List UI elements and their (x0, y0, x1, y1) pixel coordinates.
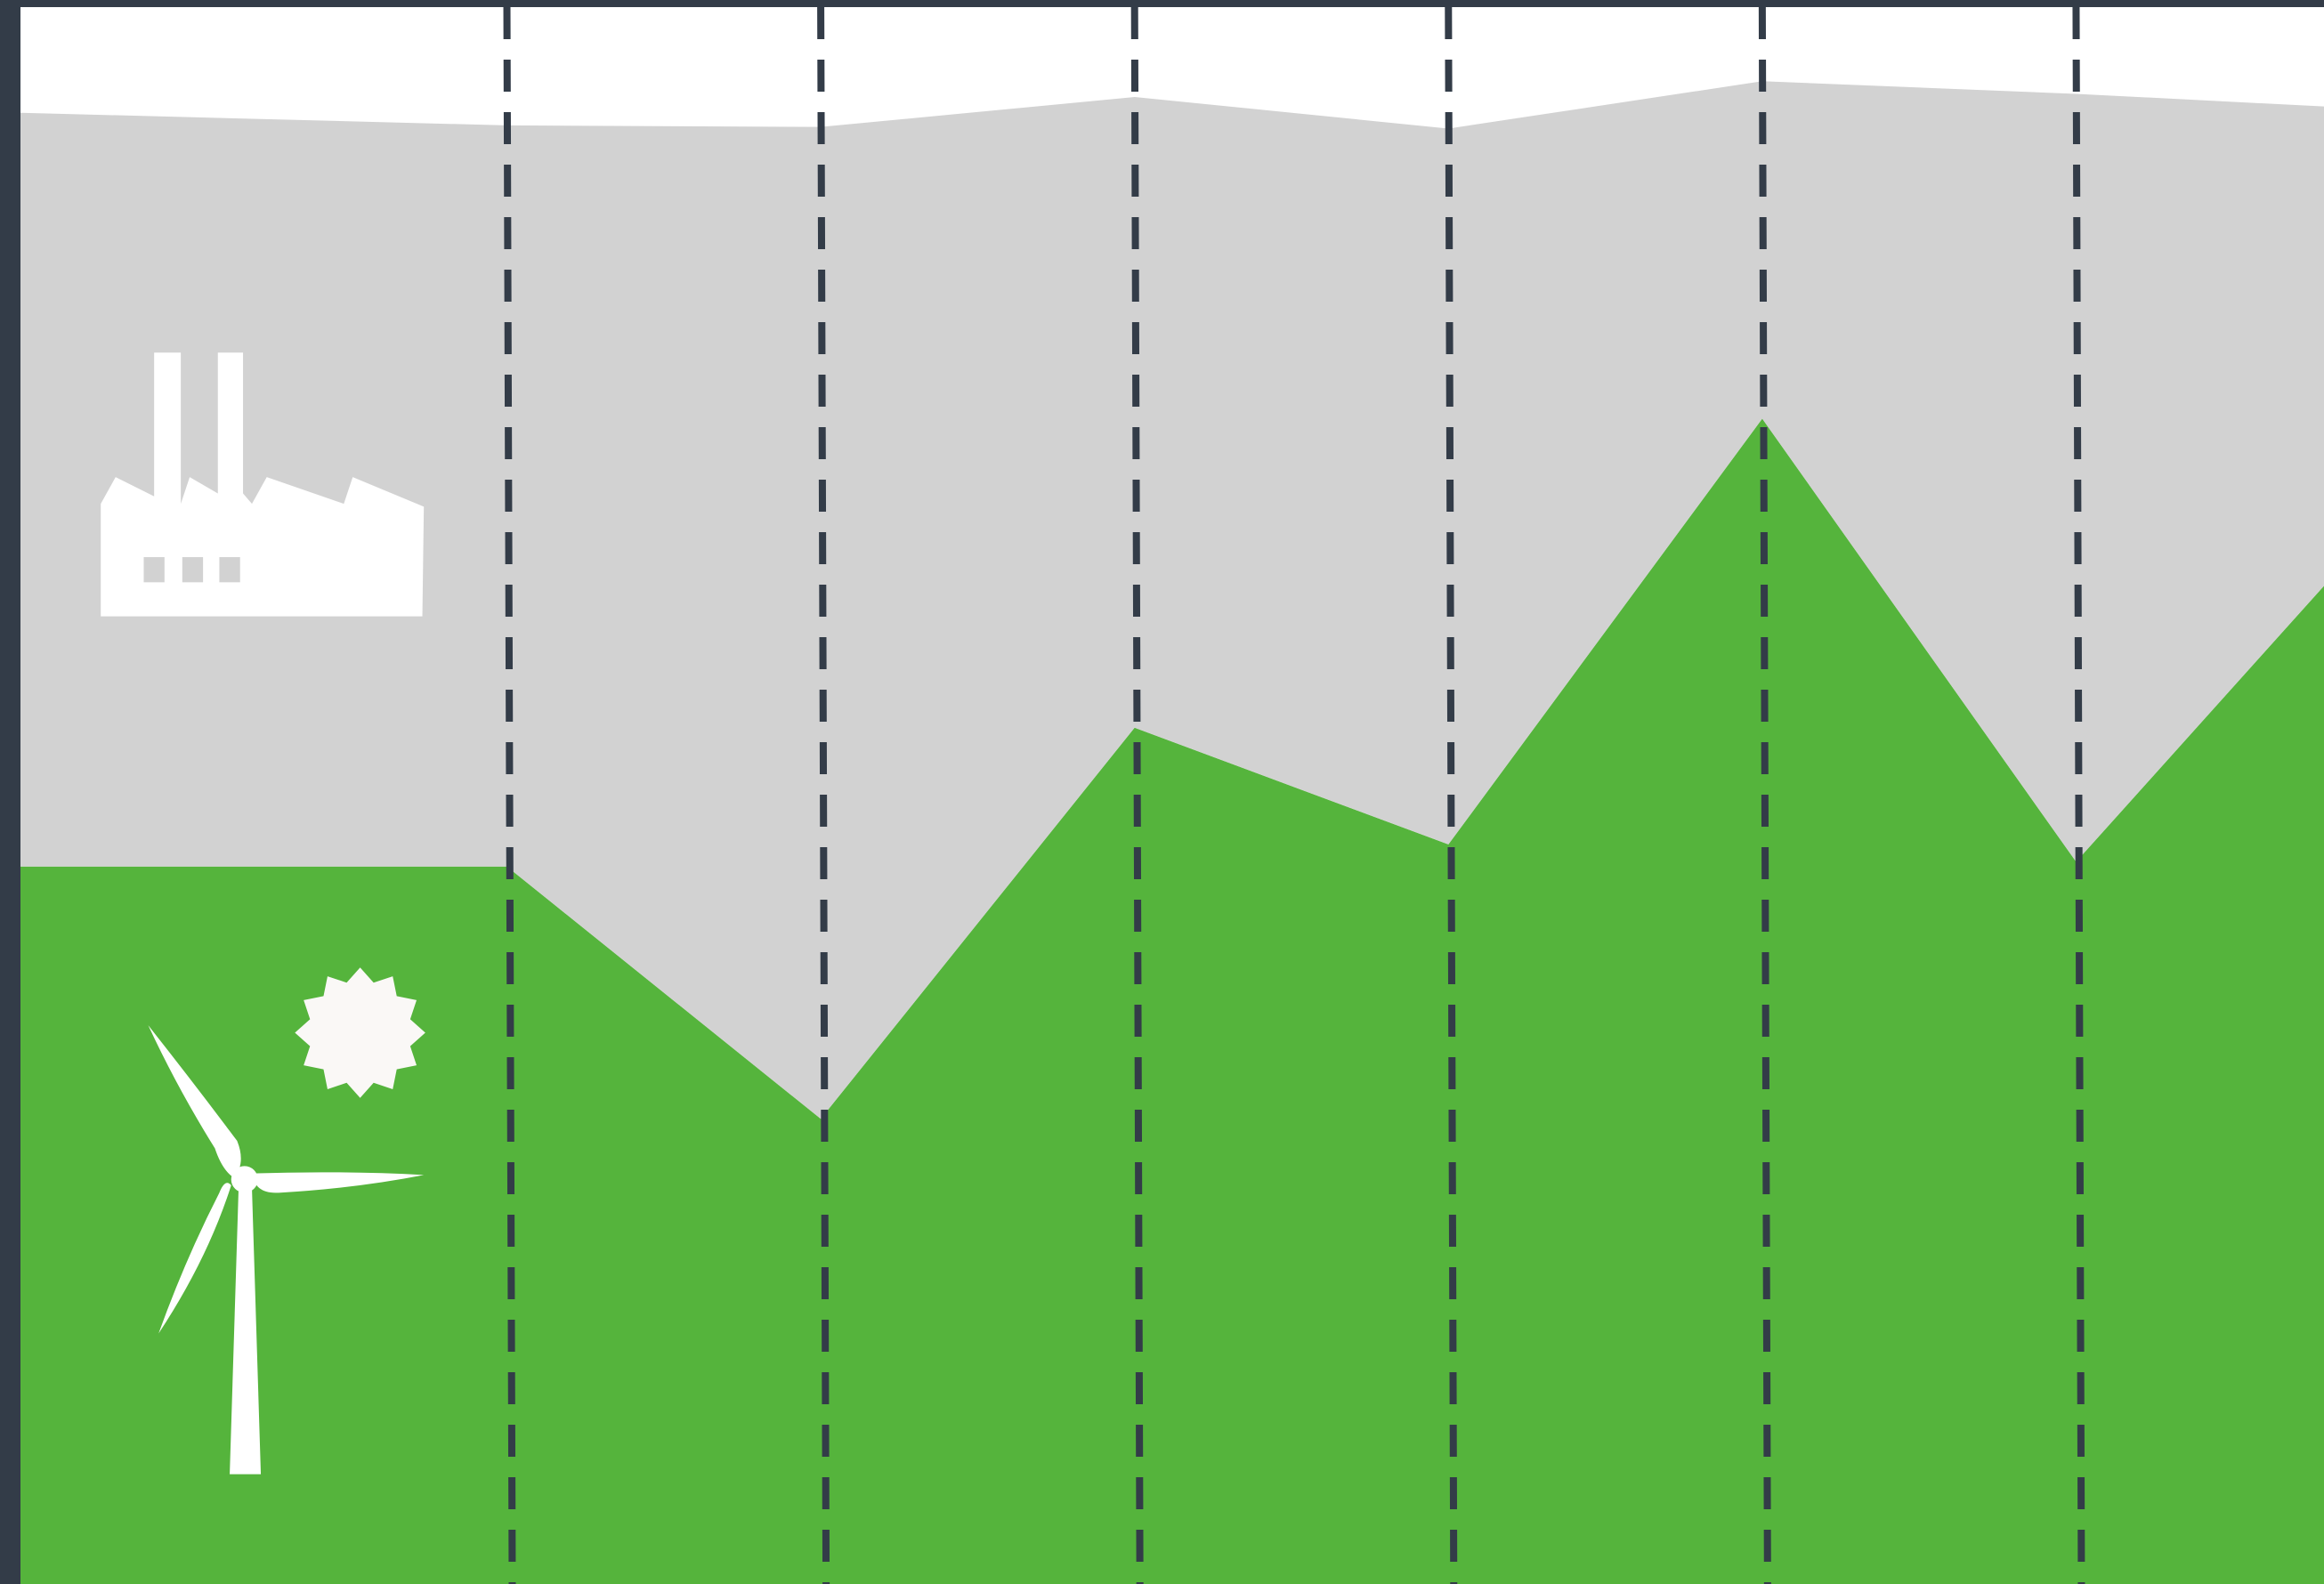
dashed-line (1445, 6, 1458, 1584)
icons (101, 352, 425, 1475)
dashed-line (1758, 6, 1771, 1584)
turbine-blade (148, 1025, 241, 1178)
sun-icon (295, 967, 425, 1098)
factory-window (219, 557, 240, 583)
dashed-line (817, 6, 830, 1584)
areas (20, 81, 2324, 1584)
dashed-line (503, 6, 516, 1584)
wind-turbine-icon (148, 1025, 425, 1475)
turbine-blade (158, 1183, 231, 1334)
factory-window (143, 557, 165, 583)
turbine-blade (252, 1172, 425, 1193)
turbine-tower (230, 1188, 262, 1475)
factory-icon (101, 352, 425, 617)
area (20, 418, 2324, 1584)
factory-window (182, 557, 204, 583)
dashed-line (1130, 6, 1144, 1584)
area (20, 81, 2324, 1119)
turbine-hub (231, 1166, 258, 1193)
dashed-line (2072, 6, 2085, 1584)
vertical-lines (503, 6, 2085, 1584)
